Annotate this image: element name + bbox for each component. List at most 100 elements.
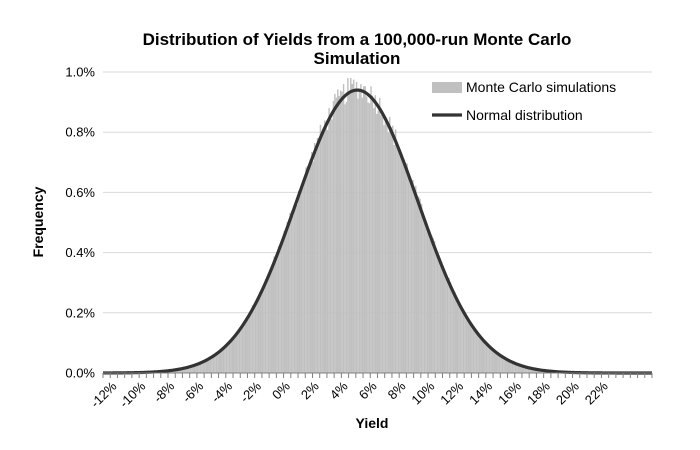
- histogram-bar: [185, 368, 187, 373]
- x-axis-tick-labels: -12%-10% -8% -6% -4% -2% 0% 2% 4% 6% 8% 10% 12% 14% 1…: [87, 378, 611, 410]
- histogram-bar: [189, 365, 192, 373]
- y-tick-label: 0.4%: [65, 245, 95, 260]
- histogram-bar: [419, 198, 421, 373]
- chart-title-line-2: Simulation: [314, 49, 401, 68]
- histogram-bar: [334, 93, 336, 373]
- histogram-bar: [456, 301, 459, 373]
- legend-swatch-monte-carlo: [432, 82, 462, 93]
- histogram-bar: [423, 221, 426, 373]
- histogram-bar: [337, 89, 339, 373]
- x-tick-label: 4%: [327, 378, 351, 402]
- histogram-bar: [472, 328, 475, 373]
- histogram-bar: [311, 151, 313, 373]
- histogram-bar: [233, 337, 235, 373]
- histogram-bar: [506, 360, 508, 373]
- histogram-bar: [199, 363, 202, 373]
- histogram-bar: [208, 357, 210, 373]
- histogram-bar: [309, 159, 312, 373]
- histogram-bar: [257, 297, 260, 373]
- histogram-bar: [504, 358, 507, 373]
- histogram-bar: [465, 317, 468, 373]
- histogram-bar: [380, 115, 382, 373]
- histogram-bar: [503, 356, 505, 373]
- histogram-bar: [520, 364, 522, 373]
- histogram-bar: [384, 120, 387, 373]
- histogram-bar: [363, 86, 365, 374]
- histogram-bar: [422, 212, 424, 373]
- histogram-bar: [433, 240, 436, 373]
- histogram-bar: [254, 301, 257, 373]
- histogram-bar: [404, 163, 407, 373]
- histogram-bar: [352, 79, 355, 373]
- histogram-bar: [461, 309, 463, 373]
- histogram-bar: [253, 305, 255, 373]
- histogram-bar: [192, 365, 195, 373]
- histogram-bars: [103, 77, 652, 374]
- histogram-bar: [287, 219, 290, 373]
- histogram-bar: [494, 351, 496, 373]
- x-tick-label: 10%: [408, 378, 437, 407]
- histogram-bar: [290, 210, 293, 373]
- histogram-bar: [289, 212, 291, 373]
- histogram-bar: [477, 332, 479, 373]
- legend-label-normal: Normal distribution: [466, 107, 583, 123]
- histogram-bar: [267, 272, 270, 373]
- histogram-bar: [452, 291, 455, 373]
- histogram-bar: [234, 335, 236, 373]
- histogram-bar: [225, 344, 228, 373]
- histogram-bar: [273, 256, 275, 373]
- histogram-bar: [183, 368, 186, 373]
- legend-label-monte-carlo: Monte Carlo simulations: [466, 79, 616, 95]
- x-axis-title: Yield: [356, 415, 389, 431]
- histogram-bar: [186, 366, 189, 373]
- histogram-bar: [248, 314, 251, 373]
- histogram-bar: [386, 121, 388, 373]
- x-tick-label: -8%: [150, 378, 177, 405]
- histogram-bar: [508, 360, 511, 373]
- histogram-bar: [303, 176, 306, 373]
- histogram-bar: [263, 285, 265, 373]
- x-tick-label: 20%: [553, 378, 582, 407]
- histogram-bar: [426, 229, 429, 373]
- histogram-bar: [256, 303, 258, 373]
- histogram-bar: [218, 352, 221, 373]
- histogram-bar: [516, 364, 518, 373]
- histogram-bar: [462, 310, 465, 373]
- histogram-bar: [459, 304, 462, 373]
- x-tick-label: 6%: [356, 378, 380, 402]
- histogram-bar: [215, 354, 218, 373]
- x-tick-label: 18%: [524, 378, 553, 407]
- histogram-bar: [409, 183, 411, 373]
- histogram-bar: [442, 266, 444, 373]
- histogram-bar: [501, 357, 504, 373]
- y-tick-label: 0.0%: [65, 366, 95, 381]
- histogram-bar: [266, 276, 268, 373]
- x-tick-label: 14%: [466, 378, 495, 407]
- histogram-bar: [209, 356, 212, 373]
- histogram-bar: [283, 230, 286, 373]
- histogram-bar: [358, 88, 361, 373]
- histogram-bar: [490, 347, 492, 373]
- histogram-bar: [316, 137, 319, 373]
- histogram-bar: [368, 103, 371, 374]
- histogram-bar: [370, 86, 372, 373]
- histogram-bar: [277, 246, 280, 373]
- histogram-bar: [269, 272, 271, 373]
- histogram-bar: [329, 118, 332, 373]
- histogram-bar: [348, 91, 351, 373]
- histogram-bar: [211, 356, 213, 373]
- y-axis-title: Frequency: [30, 186, 46, 257]
- histogram-bar: [439, 258, 442, 373]
- legend: Monte Carlo simulations Normal distribut…: [432, 79, 616, 123]
- histogram-bar: [530, 367, 533, 373]
- x-tick-label: 2%: [298, 378, 322, 402]
- histogram-bar: [443, 270, 446, 373]
- histogram-bar: [360, 84, 362, 373]
- histogram-bar: [227, 343, 229, 373]
- histogram-bar: [302, 180, 304, 373]
- histogram-bar: [205, 360, 208, 373]
- histogram-bar: [523, 367, 525, 373]
- histogram-bar: [430, 235, 433, 373]
- histogram-bar: [403, 161, 405, 373]
- histogram-bar: [345, 101, 348, 373]
